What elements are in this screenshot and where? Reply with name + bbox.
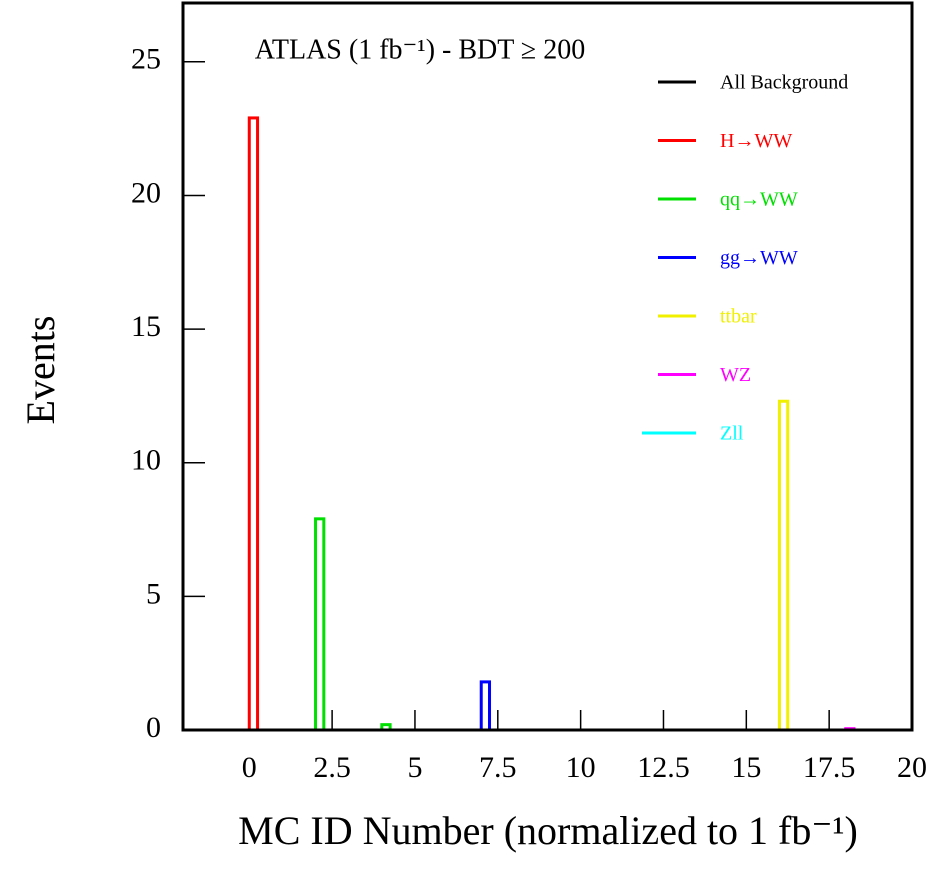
- x-tick-label: 15: [731, 751, 761, 784]
- x-tick-label: 12.5: [637, 751, 690, 784]
- bar: [777, 399, 790, 732]
- x-tick-label: 7.5: [479, 751, 517, 784]
- x-tick-label: 2.5: [313, 751, 351, 784]
- x-tick-label: 17.5: [803, 751, 856, 784]
- legend-label: ttbar: [720, 306, 757, 328]
- x-tick-label: 0: [242, 751, 257, 784]
- bar: [479, 680, 492, 732]
- bar: [247, 116, 260, 732]
- y-tick-label: 15: [131, 310, 161, 343]
- chart-title: ATLAS (1 fb⁻¹) - BDT ≥ 200: [255, 34, 585, 65]
- legend-label: Zll: [720, 423, 744, 445]
- y-tick-label: 10: [131, 444, 161, 477]
- y-axis-label: Events: [18, 316, 63, 425]
- legend-label: qq→WW: [720, 189, 798, 211]
- x-axis-label: MC ID Number (normalized to 1 fb⁻¹): [238, 808, 858, 853]
- x-tick-label: 5: [407, 751, 422, 784]
- plot-frame: [181, 1, 914, 732]
- legend-label: H→WW: [720, 130, 792, 152]
- x-tick-label: 10: [566, 751, 596, 784]
- bar: [314, 517, 326, 732]
- y-tick-label: 5: [146, 577, 161, 610]
- legend-label: WZ: [720, 364, 751, 386]
- x-tick-label: 20: [897, 751, 927, 784]
- legend-label: gg→WW: [720, 247, 798, 269]
- y-tick-label: 20: [131, 176, 161, 209]
- y-tick-label: 25: [131, 43, 161, 76]
- y-tick-label: 0: [146, 711, 161, 744]
- legend-label: All Background: [720, 72, 848, 94]
